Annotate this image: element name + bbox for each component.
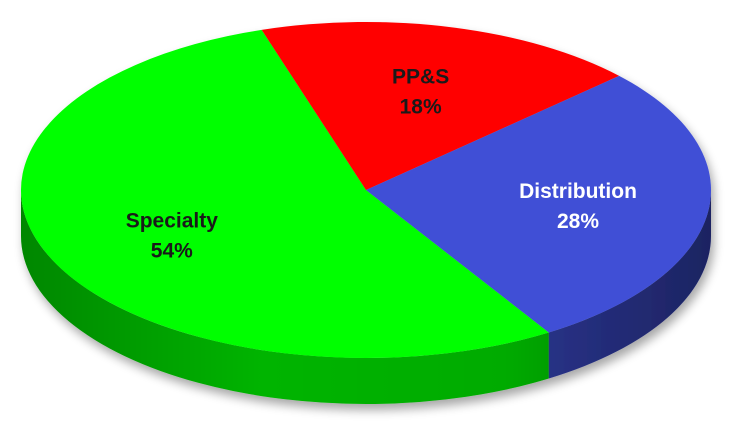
- slice-label-specialty: Specialty: [126, 210, 219, 233]
- slice-value-pp-s: 18%: [400, 95, 442, 118]
- slice-label-pp-s: PP&S: [392, 65, 449, 88]
- slice-labels: Specialty 54% PP&S 18% Distribution 28%: [126, 65, 637, 262]
- pie-slice-pp-s: [261, 21, 620, 190]
- pie-slice-distribution: [366, 75, 711, 333]
- pie-tops: [20, 21, 711, 359]
- slice-value-specialty: 54%: [151, 240, 193, 263]
- pie-body: [20, 21, 711, 404]
- pie-rim-shading: [21, 190, 711, 404]
- pie-slice-specialty: [20, 29, 549, 359]
- slice-label-distribution: Distribution: [519, 180, 637, 203]
- slice-value-distribution: 28%: [557, 210, 599, 233]
